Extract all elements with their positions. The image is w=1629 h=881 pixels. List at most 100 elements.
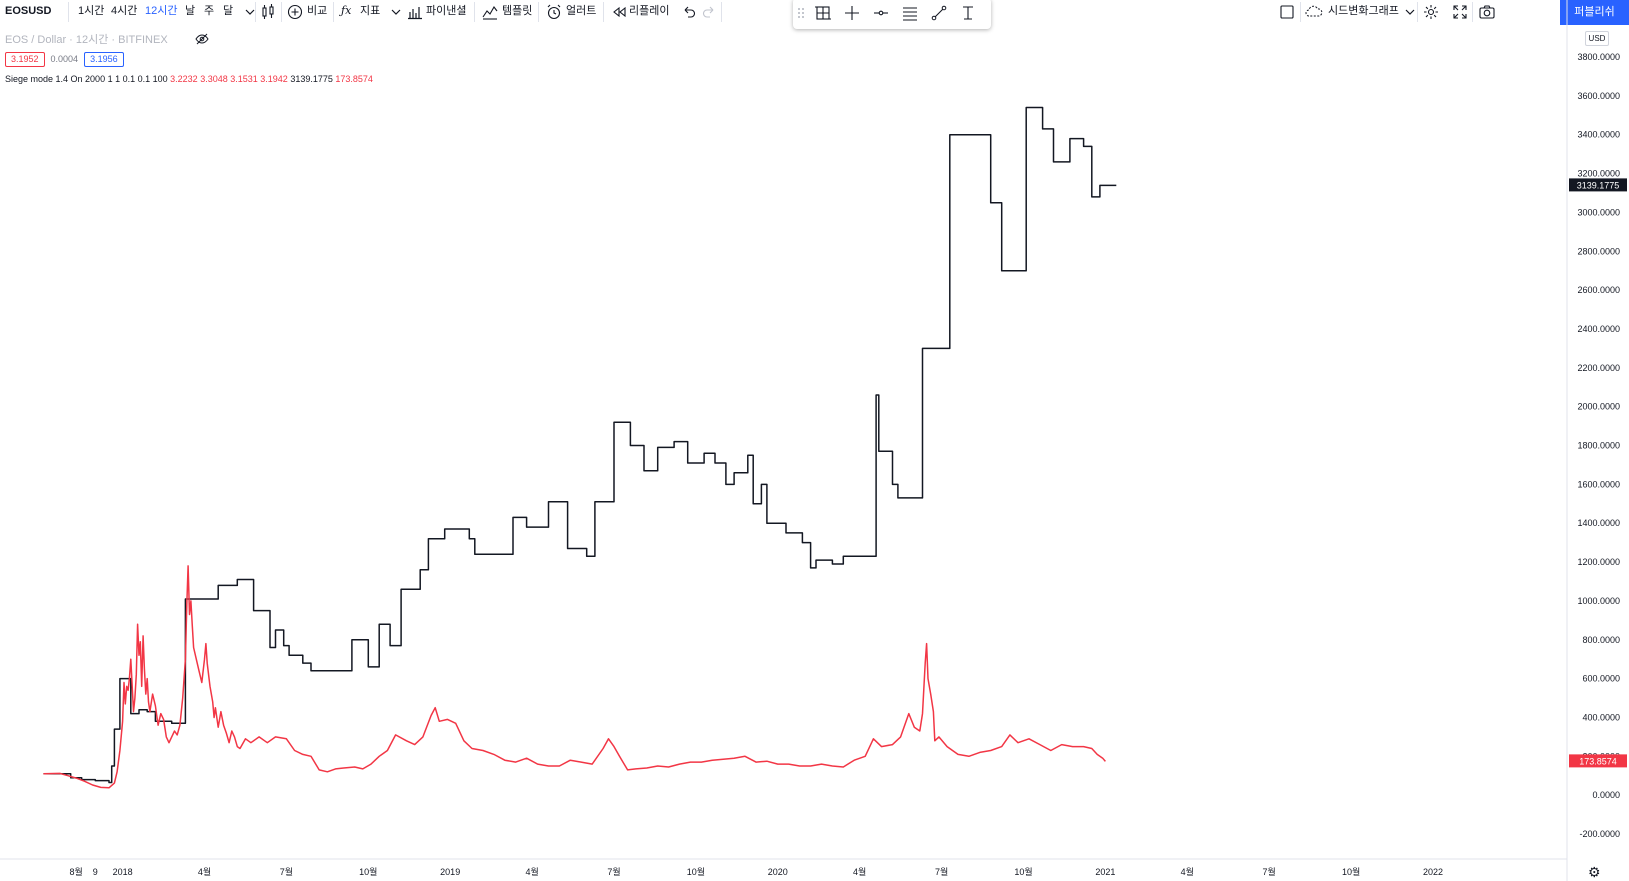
candles-icon[interactable] (258, 2, 278, 22)
divider (1300, 2, 1301, 22)
seed-last-label: 3139.1775 (1569, 178, 1627, 192)
time-tick-label: 4월 (198, 866, 211, 877)
interval-1h[interactable]: 1시간 (78, 5, 105, 17)
divider (1417, 2, 1418, 22)
time-tick-label: 2018 (113, 867, 133, 877)
price-tick-label: 1200.0000 (1577, 557, 1620, 567)
price-tick-label: 2000.0000 (1577, 402, 1620, 412)
price-tick-label: 1000.0000 (1577, 596, 1620, 606)
chevron-down-icon[interactable] (1400, 2, 1420, 22)
layout-name[interactable]: 시드변화그래프 (1328, 5, 1399, 17)
time-tick-label: 2022 (1423, 867, 1443, 877)
gear-icon[interactable] (1421, 2, 1441, 22)
divider (255, 2, 256, 22)
plus-circle-icon[interactable] (285, 2, 305, 22)
parallel-lines-icon[interactable] (900, 3, 920, 23)
price-last-value: 173.8574 (1579, 756, 1617, 766)
series-layer (43, 106, 1117, 789)
divider (474, 2, 475, 22)
time-tick-label: 10월 (687, 866, 705, 877)
time-tick-label: 8월 (70, 866, 83, 877)
crosshair-icon[interactable] (842, 3, 862, 23)
divider (333, 2, 334, 22)
seed-last-value: 3139.1775 (1577, 180, 1620, 190)
compare-button[interactable]: 비교 (307, 5, 328, 17)
indicator-name[interactable]: Siege mode 1.4 On 2000 1 1 0.1 0.1 100 (5, 74, 168, 84)
drawing-toolbar (793, 0, 991, 29)
alarm-clock-icon[interactable] (544, 2, 564, 22)
interval-4h[interactable]: 4시간 (111, 5, 138, 17)
price-tick-label: 3200.0000 (1577, 169, 1620, 179)
replay-button[interactable]: 리플레이 (629, 5, 670, 17)
time-tick-label: 2020 (768, 867, 788, 877)
templates-button[interactable]: 템플릿 (502, 5, 533, 17)
time-tick-label: 2021 (1095, 867, 1115, 877)
divider (1472, 2, 1473, 22)
frame-icon[interactable] (813, 3, 833, 23)
time-tick-label: 7월 (935, 866, 948, 877)
eye-hidden-icon[interactable] (195, 32, 209, 46)
indicator-value: 3.1531 (230, 74, 258, 84)
price-tick-label: 3800.0000 (1577, 52, 1620, 62)
price-tick-label: 3600.0000 (1577, 91, 1620, 101)
text-cursor-icon[interactable] (958, 3, 978, 23)
square-icon[interactable] (1277, 2, 1297, 22)
time-tick-label: 10월 (1342, 866, 1360, 877)
financials-icon[interactable] (405, 2, 425, 22)
trend-line-icon[interactable] (929, 3, 949, 23)
divider (538, 2, 539, 22)
cloud-icon[interactable] (1304, 2, 1324, 22)
seed-curve-line[interactable] (43, 106, 1117, 784)
drag-handle-icon[interactable] (795, 3, 807, 23)
bid-ask-legend: 3.1952 0.0004 3.1956 (5, 52, 124, 67)
replay-icon[interactable] (609, 2, 629, 22)
price-last-label: 173.8574 (1569, 754, 1627, 768)
currency-label[interactable]: USD (1585, 31, 1609, 46)
divider (281, 2, 282, 22)
indicator-legend: Siege mode 1.4 On 2000 1 1 0.1 0.1 100 3… (5, 74, 373, 84)
price-tick-label: 0.0000 (1592, 790, 1620, 800)
alert-button[interactable]: 얼러트 (566, 5, 597, 17)
interval-week[interactable]: 주 (204, 5, 215, 17)
time-tick-label: 10월 (359, 866, 377, 877)
publish-button[interactable]: 퍼블리쉬 (1560, 0, 1629, 25)
interval-month[interactable]: 달 (223, 5, 234, 17)
interval-12h[interactable]: 12시간 (145, 5, 178, 17)
fx-icon[interactable]: ƒx (341, 4, 352, 17)
financials-button[interactable]: 파이낸셜 (426, 5, 467, 17)
ask-value[interactable]: 3.1956 (84, 52, 124, 67)
price-tick-label: 800.0000 (1582, 635, 1620, 645)
templates-icon[interactable] (480, 2, 500, 22)
price-tick-label: 2800.0000 (1577, 246, 1620, 256)
price-tick-label: 1400.0000 (1577, 518, 1620, 528)
indicators-button[interactable]: 지표 (360, 5, 381, 17)
price-axis[interactable]: -200.00000.0000200.0000400.0000600.00008… (1577, 52, 1620, 839)
chevron-down-icon[interactable] (386, 2, 406, 22)
divider (721, 2, 722, 22)
chevron-down-icon[interactable] (240, 2, 260, 22)
camera-icon[interactable] (1477, 2, 1497, 22)
legend-title: EOS / Dollar · 12시간 · BITFINEX (5, 34, 168, 46)
price-tick-label: 600.0000 (1582, 674, 1620, 684)
time-axis[interactable]: 8월 9 2018 4월 7월 10월 2019 4월 7월 10월 2020 4월 7월 10월 2021… (70, 866, 1443, 877)
price-tick-label: 3000.0000 (1577, 207, 1620, 217)
indicator-value: 3.2232 (170, 74, 198, 84)
axis-settings-gear-icon[interactable]: ⚙ (1588, 864, 1601, 880)
undo-icon[interactable] (678, 2, 698, 22)
symbol-search[interactable]: EOSUSD (5, 5, 52, 17)
bid-value[interactable]: 3.1952 (5, 52, 45, 67)
interval-day[interactable]: 날 (185, 5, 196, 17)
spread-value: 0.0004 (50, 54, 79, 64)
time-tick-label: 7월 (1263, 866, 1276, 877)
fullscreen-icon[interactable] (1450, 2, 1470, 22)
time-tick-label: 9 (93, 867, 98, 877)
horizontal-ray-icon[interactable] (871, 3, 891, 23)
price-tick-label: 400.0000 (1582, 712, 1620, 722)
time-tick-label: 4월 (525, 866, 538, 877)
price-tick-label: 2200.0000 (1577, 363, 1620, 373)
seed-value: 3139.1775 (290, 74, 333, 84)
time-tick-label: 7월 (280, 866, 293, 877)
price-curve-line[interactable] (43, 565, 1106, 789)
price-tick-label: 3400.0000 (1577, 130, 1620, 140)
